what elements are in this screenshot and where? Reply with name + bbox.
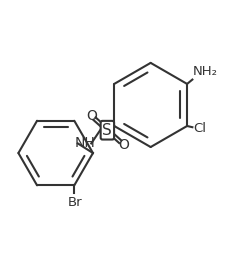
Text: O: O [86, 109, 97, 123]
Text: NH₂: NH₂ [193, 65, 218, 78]
Text: Br: Br [68, 196, 83, 209]
Text: NH: NH [74, 136, 95, 150]
Text: Cl: Cl [193, 122, 206, 135]
Text: S: S [103, 123, 112, 138]
Text: O: O [118, 138, 129, 152]
